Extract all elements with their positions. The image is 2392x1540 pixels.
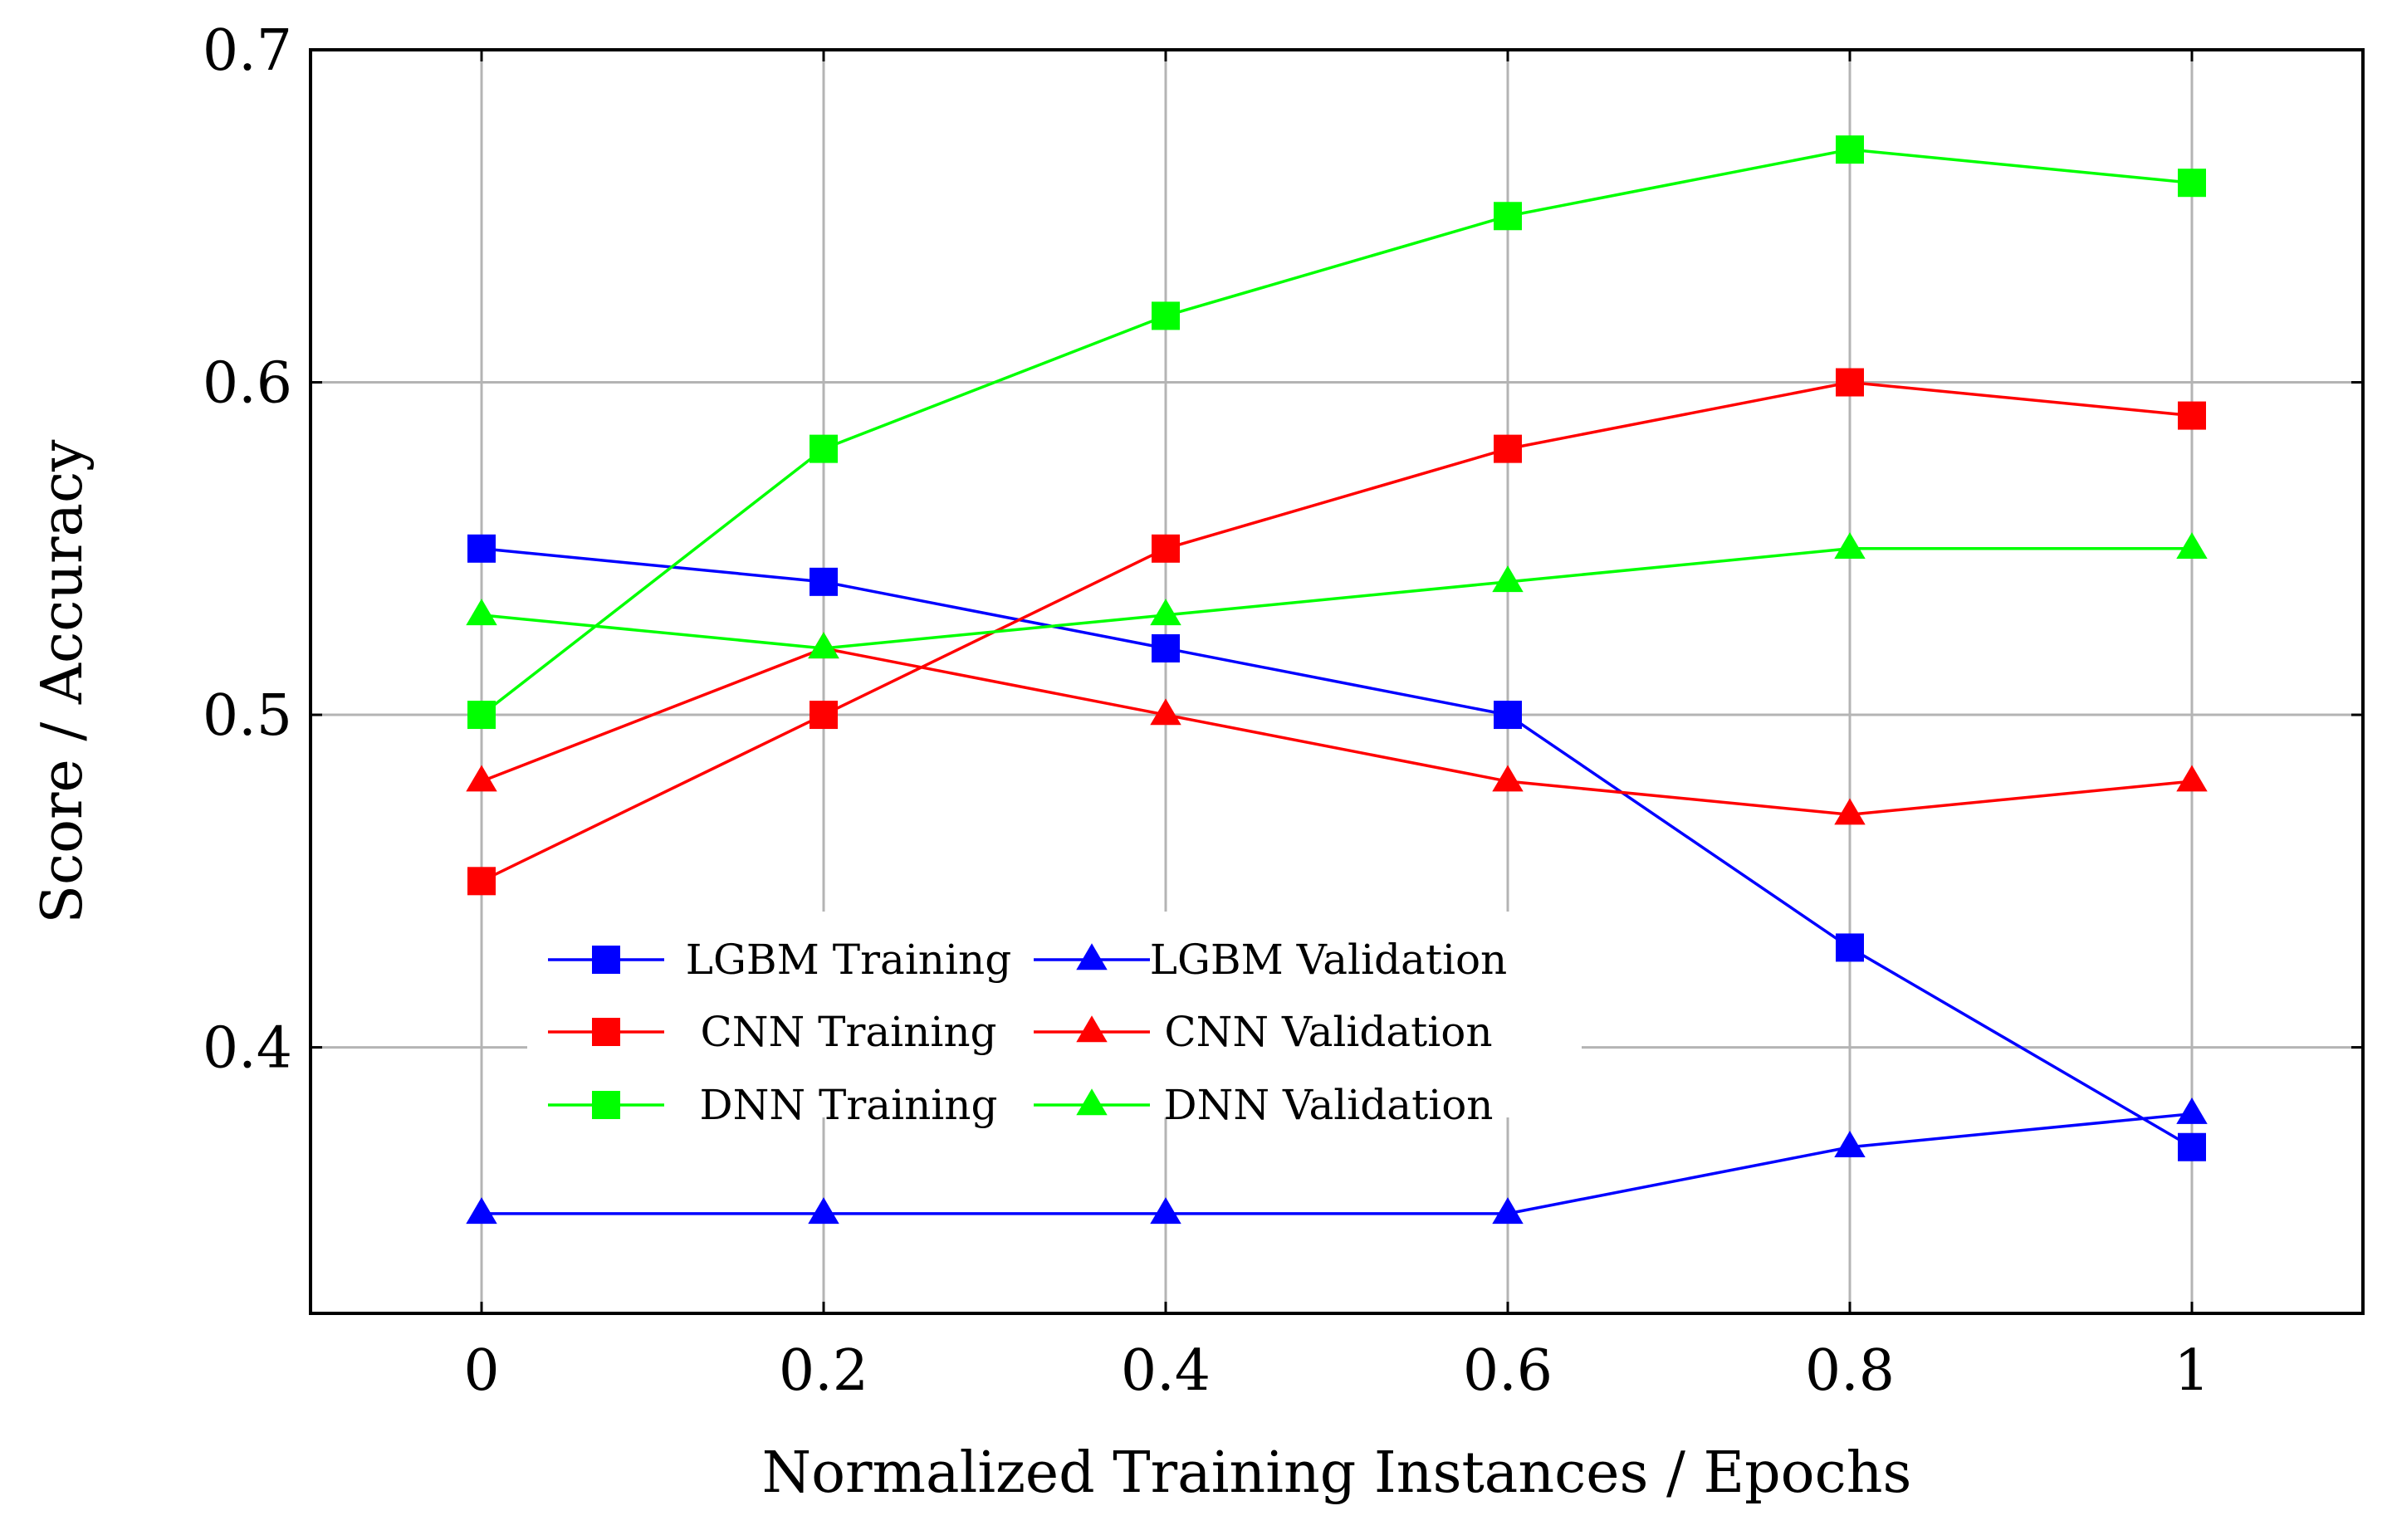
legend-marker bbox=[592, 1018, 620, 1046]
data-point-cnn-training bbox=[810, 701, 838, 730]
data-point-lgbm-validation bbox=[1834, 1131, 1866, 1157]
data-point-cnn-validation bbox=[1834, 798, 1866, 825]
x-tick-label: 0 bbox=[463, 1338, 499, 1404]
y-tick-label: 0.4 bbox=[203, 1016, 292, 1082]
data-point-lgbm-validation bbox=[808, 1197, 839, 1225]
data-point-dnn-training bbox=[467, 701, 496, 730]
legend-item-dnn-training: DNN Training bbox=[548, 1081, 997, 1129]
data-point-lgbm-validation bbox=[466, 1197, 497, 1225]
series-cnn-validation bbox=[466, 632, 2208, 825]
legend-label: CNN Training bbox=[700, 1008, 996, 1056]
legend-marker bbox=[1076, 1088, 1108, 1116]
data-point-lgbm-validation bbox=[1492, 1197, 1524, 1225]
data-point-dnn-training bbox=[1494, 202, 1522, 231]
data-point-lgbm-training bbox=[2178, 1132, 2206, 1161]
legend-item-lgbm-validation: LGBM Validation bbox=[1034, 936, 1507, 984]
data-point-lgbm-validation bbox=[1150, 1197, 1181, 1225]
legend-marker bbox=[592, 946, 620, 974]
legend-marker bbox=[1076, 1015, 1108, 1043]
data-point-dnn-training bbox=[2178, 169, 2206, 198]
legend-box bbox=[527, 912, 1582, 1117]
legend-label: DNN Validation bbox=[1164, 1081, 1494, 1129]
series-line-dnn-training bbox=[480, 148, 2193, 716]
data-point-dnn-training bbox=[1836, 135, 1864, 164]
y-tick-label: 0.5 bbox=[203, 683, 292, 749]
data-point-cnn-training bbox=[1152, 534, 1180, 563]
series-cnn-training bbox=[467, 368, 2206, 896]
legend-item-dnn-validation: DNN Validation bbox=[1034, 1081, 1494, 1129]
data-point-cnn-training bbox=[1494, 434, 1522, 463]
series-lgbm-training bbox=[467, 534, 2206, 1161]
x-axis-title: Normalized Training Instances / Epochs bbox=[762, 1440, 1912, 1506]
legend-item-lgbm-training: LGBM Training bbox=[548, 936, 1011, 984]
plot-frame bbox=[309, 48, 2365, 1315]
data-point-cnn-validation bbox=[1150, 698, 1181, 726]
data-point-dnn-validation bbox=[1834, 532, 1866, 560]
y-tick-label: 0.6 bbox=[203, 351, 292, 417]
series-line-lgbm-validation bbox=[482, 1112, 2193, 1215]
series-line-lgbm-training bbox=[481, 547, 2193, 1149]
data-point-dnn-training bbox=[810, 434, 838, 463]
data-point-lgbm-training bbox=[1836, 933, 1864, 962]
y-axis-title: Score / Accuracy bbox=[30, 439, 95, 924]
x-tick-label: 1 bbox=[2174, 1338, 2209, 1404]
legend-label: CNN Validation bbox=[1164, 1008, 1492, 1056]
y-tick-label: 0.7 bbox=[203, 18, 292, 84]
legend-marker bbox=[1076, 943, 1108, 970]
data-point-cnn-training bbox=[2178, 401, 2206, 430]
data-point-cnn-training bbox=[467, 867, 496, 896]
legend-label: LGBM Training bbox=[686, 936, 1011, 984]
x-axis-ticks: 0 0.2 0.4 0.6 0.8 1 bbox=[463, 50, 2210, 1404]
data-point-dnn-validation bbox=[2176, 532, 2208, 560]
series-layer bbox=[466, 135, 2208, 1225]
series-line-dnn-validation bbox=[481, 547, 2192, 650]
legend-label: LGBM Validation bbox=[1150, 936, 1508, 984]
data-point-cnn-validation bbox=[1492, 765, 1524, 792]
series-dnn-validation bbox=[466, 532, 2208, 659]
data-point-dnn-validation bbox=[808, 632, 839, 659]
legend-marker bbox=[592, 1091, 620, 1119]
data-point-lgbm-training bbox=[1152, 633, 1180, 662]
data-point-cnn-validation bbox=[2176, 765, 2208, 792]
legend-label: DNN Training bbox=[700, 1081, 998, 1129]
data-point-lgbm-training bbox=[810, 567, 838, 596]
x-tick-label: 0.2 bbox=[779, 1338, 868, 1404]
legend: LGBM Training LGBM Validation CNN Training… bbox=[527, 912, 1582, 1129]
data-point-lgbm-training bbox=[1494, 701, 1522, 730]
series-lgbm-validation bbox=[466, 1097, 2208, 1225]
x-tick-label: 0.8 bbox=[1805, 1338, 1895, 1404]
x-tick-label: 0.6 bbox=[1463, 1338, 1553, 1404]
series-line-cnn-training bbox=[481, 380, 2193, 882]
series-line-cnn-validation bbox=[481, 647, 2193, 816]
data-point-cnn-training bbox=[1836, 368, 1864, 397]
data-point-lgbm-validation bbox=[2176, 1097, 2208, 1124]
data-point-cnn-validation bbox=[466, 765, 497, 792]
data-point-dnn-validation bbox=[1150, 599, 1181, 626]
x-tick-label: 0.4 bbox=[1121, 1338, 1211, 1404]
data-point-lgbm-training bbox=[467, 534, 496, 563]
y-axis-ticks: 0.4 0.5 0.6 0.7 bbox=[203, 18, 2363, 1082]
data-point-dnn-training bbox=[1152, 301, 1180, 330]
series-dnn-training bbox=[467, 135, 2206, 730]
legend-item-cnn-training: CNN Training bbox=[548, 1008, 997, 1056]
data-point-dnn-validation bbox=[1492, 565, 1524, 593]
legend-item-cnn-validation: CNN Validation bbox=[1034, 1008, 1493, 1056]
data-point-dnn-validation bbox=[466, 599, 497, 626]
